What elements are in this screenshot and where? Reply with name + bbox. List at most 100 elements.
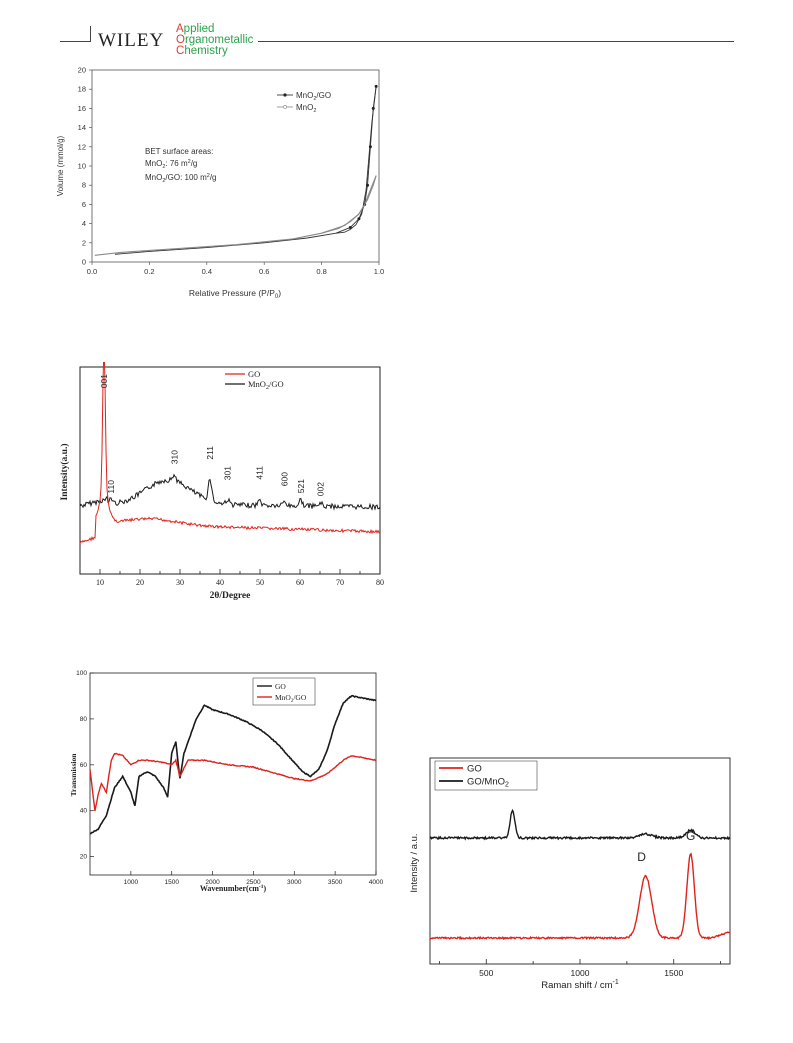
legend-entry: GO [467, 764, 482, 775]
journal-line: Applied [176, 23, 215, 35]
peak-label: 301 [223, 466, 233, 480]
series-line-mno2 [94, 175, 377, 256]
x-tick-label: 4000 [369, 879, 384, 886]
y-tick-label: 0 [82, 258, 86, 267]
x-tick-label: 2000 [205, 879, 220, 886]
series-line-go [79, 362, 381, 544]
y-tick-label: 60 [80, 762, 88, 769]
series-line-go [89, 694, 377, 835]
annotation: MnO2: 76 m2/g [145, 159, 197, 170]
x-axis-label: 2θ/Degree [210, 591, 251, 601]
y-axis-label: Intensity(a.u.) [59, 443, 70, 500]
y-tick-label: 8 [82, 181, 86, 190]
x-tick-label: 80 [376, 578, 384, 587]
x-axis-label: Raman shift / cm-1 [541, 979, 619, 991]
peak-label-g: G [686, 829, 695, 843]
legend: GO MnO2/GO [225, 369, 284, 391]
plot-frame [89, 672, 377, 876]
raman-chart: 500 1000 1500 GO GO/MnO2 D G Intensity / a… [409, 757, 731, 991]
bet-isotherm-chart: 0.0 0.2 0.4 0.6 0.8 1.0 0 2 4 6 8 10 12 14 16 18 20 Volu… [56, 66, 384, 301]
y-tick-label: 80 [80, 716, 88, 723]
legend-entry: MnO2/GO [248, 379, 284, 391]
peak-label: 521 [296, 479, 306, 493]
x-tick-label: 0.4 [202, 267, 212, 276]
x-axis-label: Relative Pressure (P/P0) [189, 288, 281, 300]
page-header: WILEY Applied Organometallic Chemistry [0, 0, 793, 60]
x-tick-label: 70 [336, 578, 344, 587]
legend-entry: MnO2/GO [275, 693, 307, 704]
legend-marker [283, 105, 287, 109]
journal-name: Applied Organometallic Chemistry [176, 23, 254, 57]
x-tick-label: 1000 [571, 968, 590, 978]
x-tick-label: 0.0 [87, 267, 97, 276]
peak-label-d: D [637, 850, 646, 864]
x-tick-label: 10 [96, 578, 104, 587]
peak-label: 110 [106, 480, 116, 494]
y-tick-label: 18 [78, 85, 86, 94]
y-tick-label: 12 [78, 142, 86, 151]
x-tick-label: 2500 [246, 879, 261, 886]
x-tick-label: 30 [176, 578, 184, 587]
x-tick-label: 40 [216, 578, 224, 587]
x-tick-label: 3500 [328, 879, 343, 886]
series-line-mno2-go [89, 752, 377, 812]
peak-label: 310 [169, 450, 179, 464]
legend-entry: MnO2 [296, 103, 316, 114]
legend-box [434, 760, 538, 791]
legend: GO MnO2/GO [252, 677, 316, 706]
xrd-chart: 10 20 30 40 50 60 70 80 001 110 310 211 301 411 600 52… [59, 362, 384, 601]
data-point [348, 225, 352, 229]
series-line-go [429, 852, 731, 941]
legend-entry: GO [275, 682, 286, 691]
journal-line: Chemistry [176, 45, 228, 57]
legend: GO GO/MnO2 [434, 760, 538, 791]
x-tick-label: 1000 [124, 879, 139, 886]
plot-frame [79, 366, 381, 575]
legend-box [252, 677, 316, 706]
x-tick-label: 500 [479, 968, 493, 978]
x-tick-label: 0.2 [144, 267, 154, 276]
y-tick-label: 14 [78, 123, 86, 132]
y-tick-label: 16 [78, 104, 86, 113]
header-tick [90, 26, 91, 42]
legend: MnO2/GO MnO2 [277, 91, 331, 114]
y-axis-label: Volume (mmol/g) [56, 135, 65, 196]
x-tick-label: 1500 [664, 968, 683, 978]
ftir-chart: 1000 1500 2000 2500 3000 3500 400020406080100 … [70, 670, 384, 893]
y-tick-label: 20 [78, 66, 86, 75]
data-point [357, 217, 361, 221]
x-tick-label: 0.8 [316, 267, 326, 276]
peak-label: 600 [279, 472, 289, 486]
y-tick-label: 10 [78, 162, 86, 171]
annotation: MnO2/GO: 100 m2/g [145, 173, 217, 184]
x-tick-label: 50 [256, 578, 264, 587]
peak-label: 001 [99, 374, 109, 388]
x-tick-label: 60 [296, 578, 304, 587]
y-tick-label: 6 [82, 200, 86, 209]
x-tick-label: 1500 [164, 879, 179, 886]
series-line-mno2-go-desorption [335, 86, 377, 234]
journal-line: Organometallic [176, 34, 254, 46]
header-rule [258, 41, 734, 42]
x-tick-label: 1.0 [374, 267, 384, 276]
x-tick-label: 3000 [287, 879, 302, 886]
data-point [374, 84, 378, 88]
legend-entry: MnO2/GO [296, 91, 331, 102]
legend-entry: GO/MnO2 [467, 777, 509, 789]
y-tick-label: 20 [80, 854, 88, 861]
y-tick-label: 40 [80, 808, 88, 815]
peak-label: 211 [205, 446, 215, 460]
y-tick-label: 2 [82, 238, 86, 247]
publisher-logo: WILEY [98, 30, 165, 51]
data-point [371, 106, 375, 110]
legend-entry: GO [248, 369, 260, 379]
y-tick-label: 100 [76, 670, 87, 677]
peak-label: 411 [255, 466, 265, 480]
annotation: BET surface areas: [145, 147, 213, 156]
header-rule [60, 41, 90, 42]
legend-marker [283, 93, 287, 97]
peak-label: 002 [315, 482, 325, 496]
y-tick-label: 4 [82, 219, 86, 228]
series-line-go-mno2 [429, 808, 731, 841]
x-tick-label: 0.6 [259, 267, 269, 276]
